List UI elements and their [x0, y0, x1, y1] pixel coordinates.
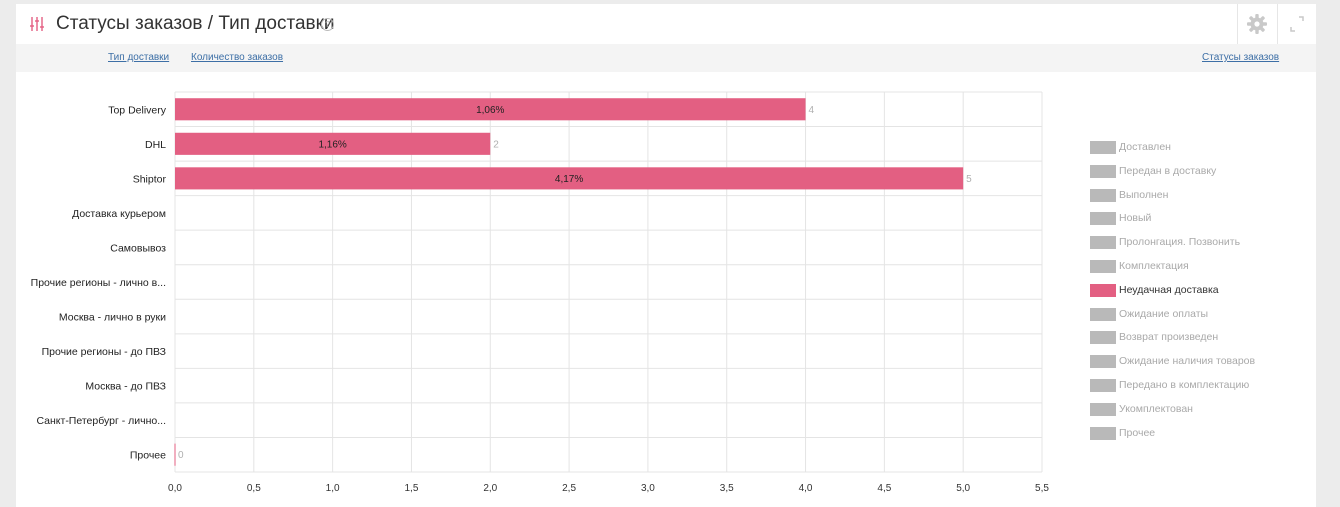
bar [175, 167, 964, 190]
legend-label: Новый [1119, 212, 1152, 225]
header-divider [1277, 4, 1278, 44]
link-order-statuses[interactable]: Статусы заказов [1202, 52, 1280, 63]
x-tick-label: 5,0 [956, 483, 970, 494]
bar-value-label: 0 [178, 450, 184, 461]
legend-swatch [1090, 164, 1116, 178]
widget-header: Статусы заказов / Тип доставки ? [16, 4, 1316, 44]
legend-label: Пролонгация. Позвонить [1119, 236, 1241, 249]
legend-swatch [1090, 283, 1116, 297]
settings-button[interactable] [1238, 4, 1276, 44]
legend-label: Возврат произведен [1119, 331, 1219, 344]
x-tick-label: 4,5 [877, 483, 891, 494]
header-divider [1237, 4, 1238, 44]
expand-button[interactable] [1278, 4, 1316, 44]
x-tick-label: 0,0 [168, 483, 182, 494]
legend-swatch [1090, 260, 1116, 273]
category-label: Москва - лично в руки [59, 312, 166, 324]
category-label: Shiptor [133, 173, 167, 185]
page-title: Статусы заказов / Тип доставки [56, 13, 335, 34]
category-label: DHL [145, 139, 166, 151]
bar [175, 132, 491, 155]
link-delivery-type[interactable]: Тип доставки [108, 52, 170, 63]
legend-swatch [1090, 426, 1116, 440]
category-label: Санкт-Петербург - лично... [36, 415, 166, 427]
x-tick-label: 2,0 [483, 483, 497, 494]
category-label: Самовывоз [110, 242, 166, 254]
bar-value-label: 5 [966, 174, 972, 185]
category-label: Москва - до ПВЗ [85, 381, 166, 393]
bar [175, 98, 806, 121]
gear-icon [1247, 14, 1267, 34]
legend-label: Ожидание наличия товаров [1119, 355, 1256, 368]
x-tick-label: 1,5 [405, 483, 419, 494]
legend-label: Доставлен [1119, 141, 1171, 153]
legend-label: Передано в комплектацию [1119, 379, 1250, 391]
x-tick-label: 4,0 [799, 483, 813, 494]
help-circle-icon[interactable]: ? [321, 18, 334, 31]
bar-percent-label: 4,17% [555, 174, 583, 185]
tabs-bar: Тип доставки Количество заказов Статусы … [16, 44, 1316, 72]
link-order-count[interactable]: Количество заказов [191, 52, 284, 63]
legend-label: Передан в доставку [1119, 164, 1217, 177]
legend-swatch [1090, 307, 1116, 321]
x-tick-label: 2,5 [562, 483, 576, 494]
legend-swatch [1090, 236, 1116, 250]
legend-swatch [1090, 379, 1116, 392]
sliders-icon [30, 17, 44, 31]
expand-icon [1290, 16, 1304, 32]
category-label: Прочие регионы - лично в... [31, 277, 166, 289]
x-tick-label: 3,0 [641, 483, 655, 494]
legend-label: Прочее [1119, 426, 1156, 439]
widget-panel: Статусы заказов / Тип доставки ? [16, 4, 1316, 507]
x-tick-label: 5,5 [1035, 483, 1049, 494]
legend-label: Неудачная доставка [1119, 283, 1219, 296]
bar-percent-label: 1,16% [318, 139, 346, 150]
legend-label: Выполнен [1119, 188, 1169, 201]
legend-swatch [1090, 402, 1116, 416]
x-tick-label: 0,5 [247, 483, 261, 494]
legend-swatch [1090, 331, 1116, 345]
category-label: Прочие регионы - до ПВЗ [42, 346, 166, 358]
x-tick-label: 3,5 [720, 483, 734, 494]
legend-label: Комплектация [1119, 260, 1189, 272]
bar-percent-label: 1,06% [476, 105, 504, 116]
legend-swatch [1090, 212, 1116, 226]
bar-chart: 0,0 0,5 1,0 1,5 2,0 2,5 3,0 3,5 4,0 4,5 5,0 5,5 Top … [31, 91, 1049, 494]
x-tick-label: 1,0 [326, 483, 340, 494]
legend-label: Ожидание оплаты [1119, 307, 1209, 320]
legend-swatch [1090, 355, 1116, 369]
bar-value-label: 4 [809, 105, 815, 116]
category-label: Top Delivery [108, 104, 167, 116]
legend-label: Укомплектован [1119, 402, 1193, 415]
bar-value-label: 2 [493, 139, 499, 150]
legend-swatch [1090, 141, 1116, 154]
category-label: Прочее [130, 450, 166, 462]
category-label: Доставка курьером [72, 208, 166, 220]
legend-swatch [1090, 188, 1116, 202]
